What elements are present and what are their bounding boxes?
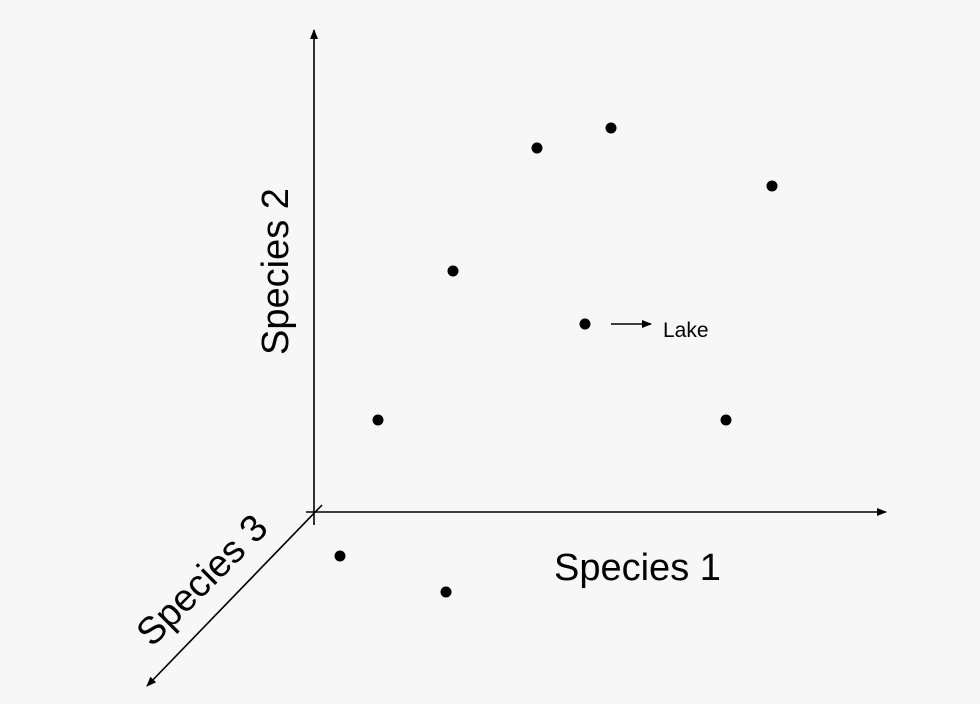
data-point-lake <box>579 318 591 330</box>
data-point <box>720 414 732 426</box>
z-axis <box>146 504 323 687</box>
lake-label: Lake <box>663 319 709 342</box>
data-point <box>605 122 617 134</box>
data-point <box>372 414 384 426</box>
data-point <box>334 550 346 562</box>
data-point <box>766 180 778 192</box>
data-point <box>440 586 452 598</box>
x-axis-label: Species 1 <box>554 547 721 589</box>
data-point <box>447 265 459 277</box>
data-point <box>531 142 543 154</box>
z-axis-label: Species 3 <box>129 507 277 655</box>
y-axis-label: Species 2 <box>255 188 297 355</box>
data-points <box>334 122 778 598</box>
